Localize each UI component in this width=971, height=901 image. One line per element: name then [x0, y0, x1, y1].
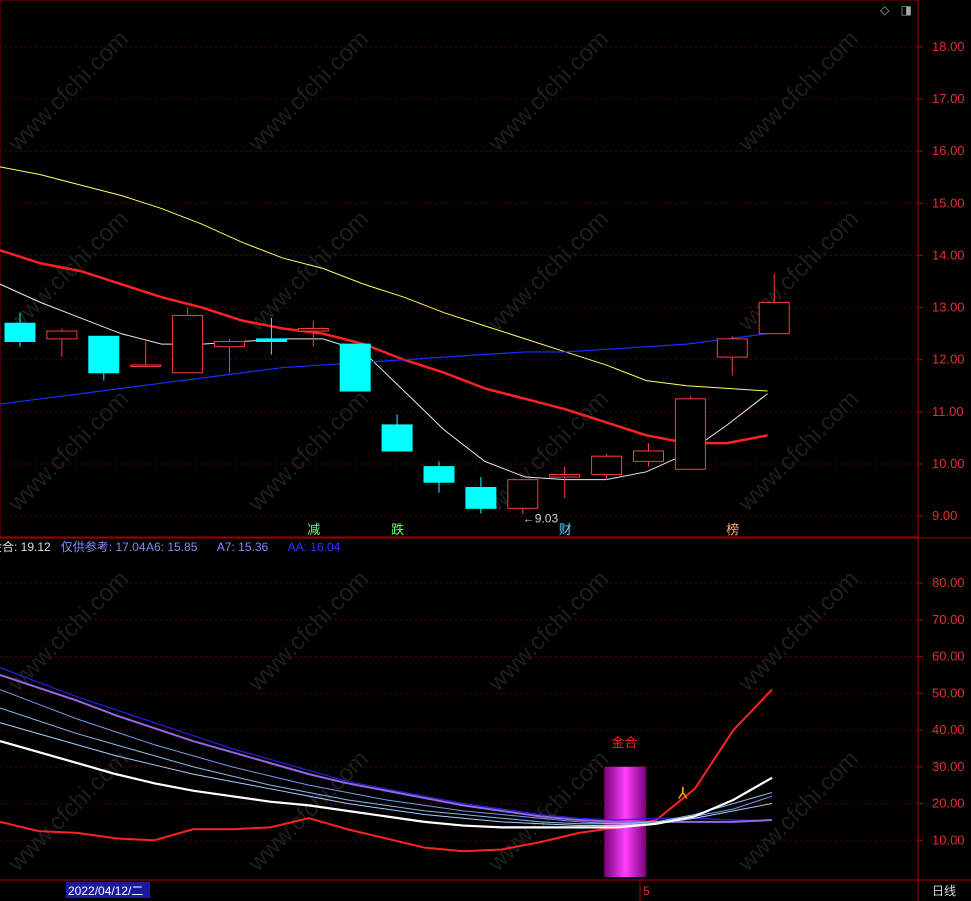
legend-entry: 金合: 19.12 [0, 539, 51, 554]
price-tick-label: 17.00 [932, 91, 965, 106]
indicator-line-4 [0, 707, 773, 825]
diamond-icon[interactable]: ◇ [880, 3, 894, 17]
legend-entry: A6: 15.85 [146, 540, 198, 554]
candle-body [674, 398, 706, 470]
candle-body [172, 314, 204, 374]
candle-body [423, 466, 455, 483]
watermark-text: www.cfchi.com [242, 565, 374, 697]
candle-body [591, 455, 623, 475]
footer-tick-label: 5 [643, 884, 650, 898]
indicator-tick-label: 70.00 [932, 612, 965, 627]
candle-body [46, 330, 78, 340]
watermark-text: www.cfchi.com [482, 565, 614, 697]
date-label: 2022/04/12/二 [68, 884, 143, 898]
watermark-text: www.cfchi.com [482, 205, 614, 337]
signal-marker: 跌 [391, 522, 404, 537]
indicator-tick-label: 40.00 [932, 722, 965, 737]
watermark-text: www.cfchi.com [482, 25, 614, 157]
price-tick-label: 18.00 [932, 39, 965, 54]
indicator-tick-label: 10.00 [932, 832, 965, 847]
watermark-text: www.cfchi.com [2, 385, 134, 517]
indicator-tick-label: 50.00 [932, 685, 965, 700]
price-tick-label: 13.00 [932, 300, 965, 315]
price-ma-line-2 [0, 283, 768, 481]
legend-entry: A7: 15.36 [217, 540, 269, 554]
signal-marker: 榜 [726, 522, 739, 537]
watermark-text: www.cfchi.com [732, 385, 864, 517]
price-tick-label: 15.00 [932, 195, 965, 210]
indicator-line-3 [0, 689, 773, 825]
signal-marker: 财 [559, 522, 572, 537]
candle-body [507, 479, 539, 509]
date-label-bg [66, 882, 150, 898]
indicator-tick-label: 60.00 [932, 649, 965, 664]
watermark-text: www.cfchi.com [242, 205, 374, 337]
low-price-annotation: ←9.03 [523, 512, 559, 526]
candle-body [339, 343, 371, 392]
indicator-line-2 [0, 673, 773, 823]
watermark-text: www.cfchi.com [2, 565, 134, 697]
price-ma-line-1 [0, 249, 768, 445]
price-ma-line-0 [0, 166, 768, 392]
watermark-text: www.cfchi.com [242, 385, 374, 517]
candle-body [716, 338, 748, 358]
period-label: 日线 [932, 884, 956, 898]
price-tick-label: 11.00 [932, 404, 964, 419]
candle-body [465, 486, 497, 509]
indicator-line-6 [0, 739, 773, 829]
watermark-text: www.cfchi.com [732, 565, 864, 697]
indicator-tick-label: 30.00 [932, 759, 965, 774]
signal-marker: 减 [307, 522, 320, 537]
window-icons[interactable]: ◇ ◨ [880, 3, 916, 17]
candle-body [381, 424, 413, 452]
price-tick-label: 14.00 [932, 247, 965, 262]
watermark-text: www.cfchi.com [732, 745, 864, 877]
candle-body [4, 322, 36, 342]
price-tick-label: 16.00 [932, 143, 965, 158]
candle-body [88, 335, 120, 374]
watermark-text: www.cfchi.com [732, 25, 864, 157]
legend-entry: 仅供参考: 17.04 [61, 539, 146, 554]
candle-body [549, 473, 581, 478]
candle-body [758, 301, 790, 335]
indicator-tick-label: 20.00 [932, 796, 965, 811]
golden-cross-label: 金合 [611, 735, 637, 750]
watermark-text: www.cfchi.com [2, 25, 134, 157]
indicator-line-1 [0, 667, 772, 821]
indicator-tick-label: 80.00 [932, 575, 965, 590]
candle-body [130, 364, 162, 367]
candle-body [633, 450, 664, 462]
watermark-text: www.cfchi.com [2, 205, 134, 337]
price-ma-line-3 [0, 333, 768, 405]
candle-body [297, 327, 329, 332]
candle-body [255, 338, 287, 342]
legend-entry: AA: 16.04 [288, 540, 341, 554]
panel-toggle-icon[interactable]: ◨ [900, 3, 916, 17]
candle-body [214, 340, 245, 348]
watermark-text: www.cfchi.com [732, 205, 864, 337]
buy-arrow-icon: ⅄ [677, 785, 688, 802]
watermark-text: www.cfchi.com [2, 745, 134, 877]
price-tick-label: 9.00 [932, 508, 957, 523]
price-tick-label: 10.00 [932, 456, 965, 471]
price-tick-label: 12.00 [932, 352, 965, 367]
watermark-text: www.cfchi.com [242, 25, 374, 157]
